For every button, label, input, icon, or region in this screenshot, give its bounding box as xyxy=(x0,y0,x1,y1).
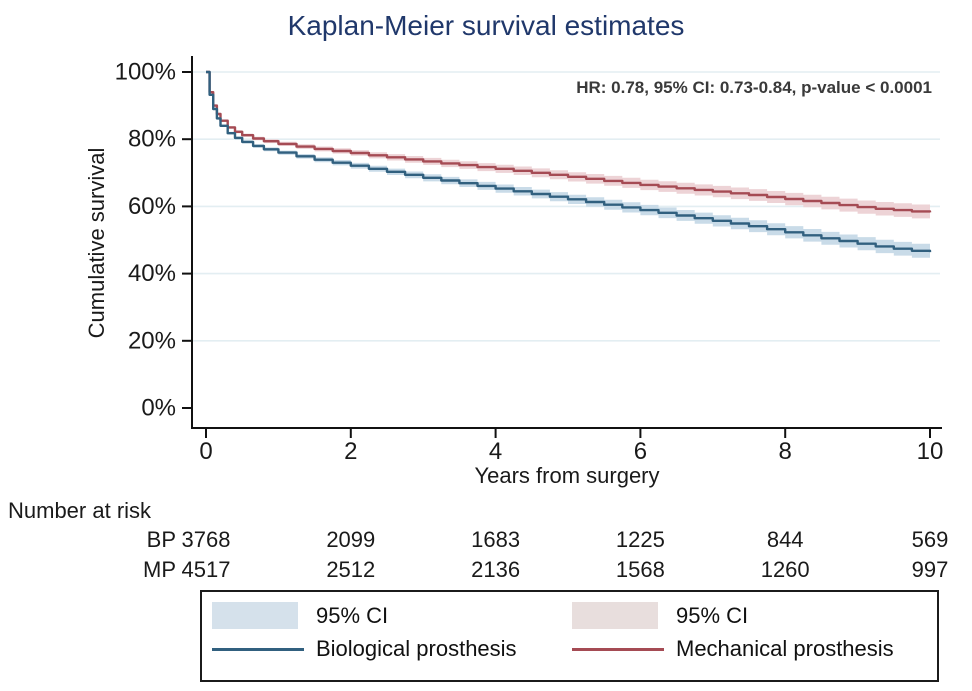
y-tick-label: 0% xyxy=(141,395,176,422)
series-label-biological: Biological prosthesis xyxy=(316,636,517,661)
risk-count: 2136 xyxy=(471,557,521,582)
x-tick-label: 0 xyxy=(199,438,212,465)
series-label-mechanical: Mechanical prosthesis xyxy=(676,636,894,661)
ci-band-biological xyxy=(206,71,930,260)
line-key-mechanical xyxy=(572,648,664,651)
y-tick-label: 80% xyxy=(128,126,176,153)
y-axis-label: Cumulative survival xyxy=(84,147,109,339)
risk-count: 2099 xyxy=(326,527,376,552)
ci-swatch-mechanical xyxy=(572,602,658,629)
risk-row-label: BP xyxy=(146,527,176,552)
risk-count: 1260 xyxy=(760,557,810,582)
y-tick-label: 40% xyxy=(128,260,176,287)
x-axis-label: Years from surgery xyxy=(474,463,660,488)
x-tick-label: 4 xyxy=(489,438,502,465)
series-line-mechanical xyxy=(206,70,932,213)
risk-count: 569 xyxy=(911,527,949,552)
risk-count: 2512 xyxy=(326,557,376,582)
y-tick-label: 100% xyxy=(115,59,176,86)
series-line-biological xyxy=(206,70,932,253)
risk-count: 3768 xyxy=(181,527,231,552)
ci-label-biological: 95% CI xyxy=(316,603,389,628)
risk-count: 997 xyxy=(911,557,949,582)
x-tick-label: 10 xyxy=(917,438,944,465)
line-key-biological xyxy=(212,648,304,651)
ci-swatch-biological xyxy=(212,602,298,629)
x-tick-label: 8 xyxy=(779,438,792,465)
x-tick-label: 6 xyxy=(634,438,647,465)
km-plot: 0% 20% 40% 60% 80% 100% 0 2 4 6 8 10 xyxy=(115,56,944,465)
risk-table-header: Number at risk xyxy=(8,498,152,523)
y-tick-label: 20% xyxy=(128,327,176,354)
x-tick-label: 2 xyxy=(344,438,357,465)
risk-count: 1568 xyxy=(615,557,665,582)
legend: 95% CI 95% CI Biological prosthesis Mech… xyxy=(200,590,939,682)
risk-count: 844 xyxy=(766,527,804,552)
risk-count: 1225 xyxy=(615,527,665,552)
risk-count: 1683 xyxy=(471,527,521,552)
ci-label-mechanical: 95% CI xyxy=(676,603,749,628)
hr-annotation: HR: 0.78, 95% CI: 0.73-0.84, p-value < 0… xyxy=(576,78,932,97)
risk-count: 4517 xyxy=(181,557,231,582)
y-tick-label: 60% xyxy=(128,193,176,220)
chart-title: Kaplan-Meier survival estimates xyxy=(287,10,685,41)
risk-row-label: MP xyxy=(143,557,176,582)
